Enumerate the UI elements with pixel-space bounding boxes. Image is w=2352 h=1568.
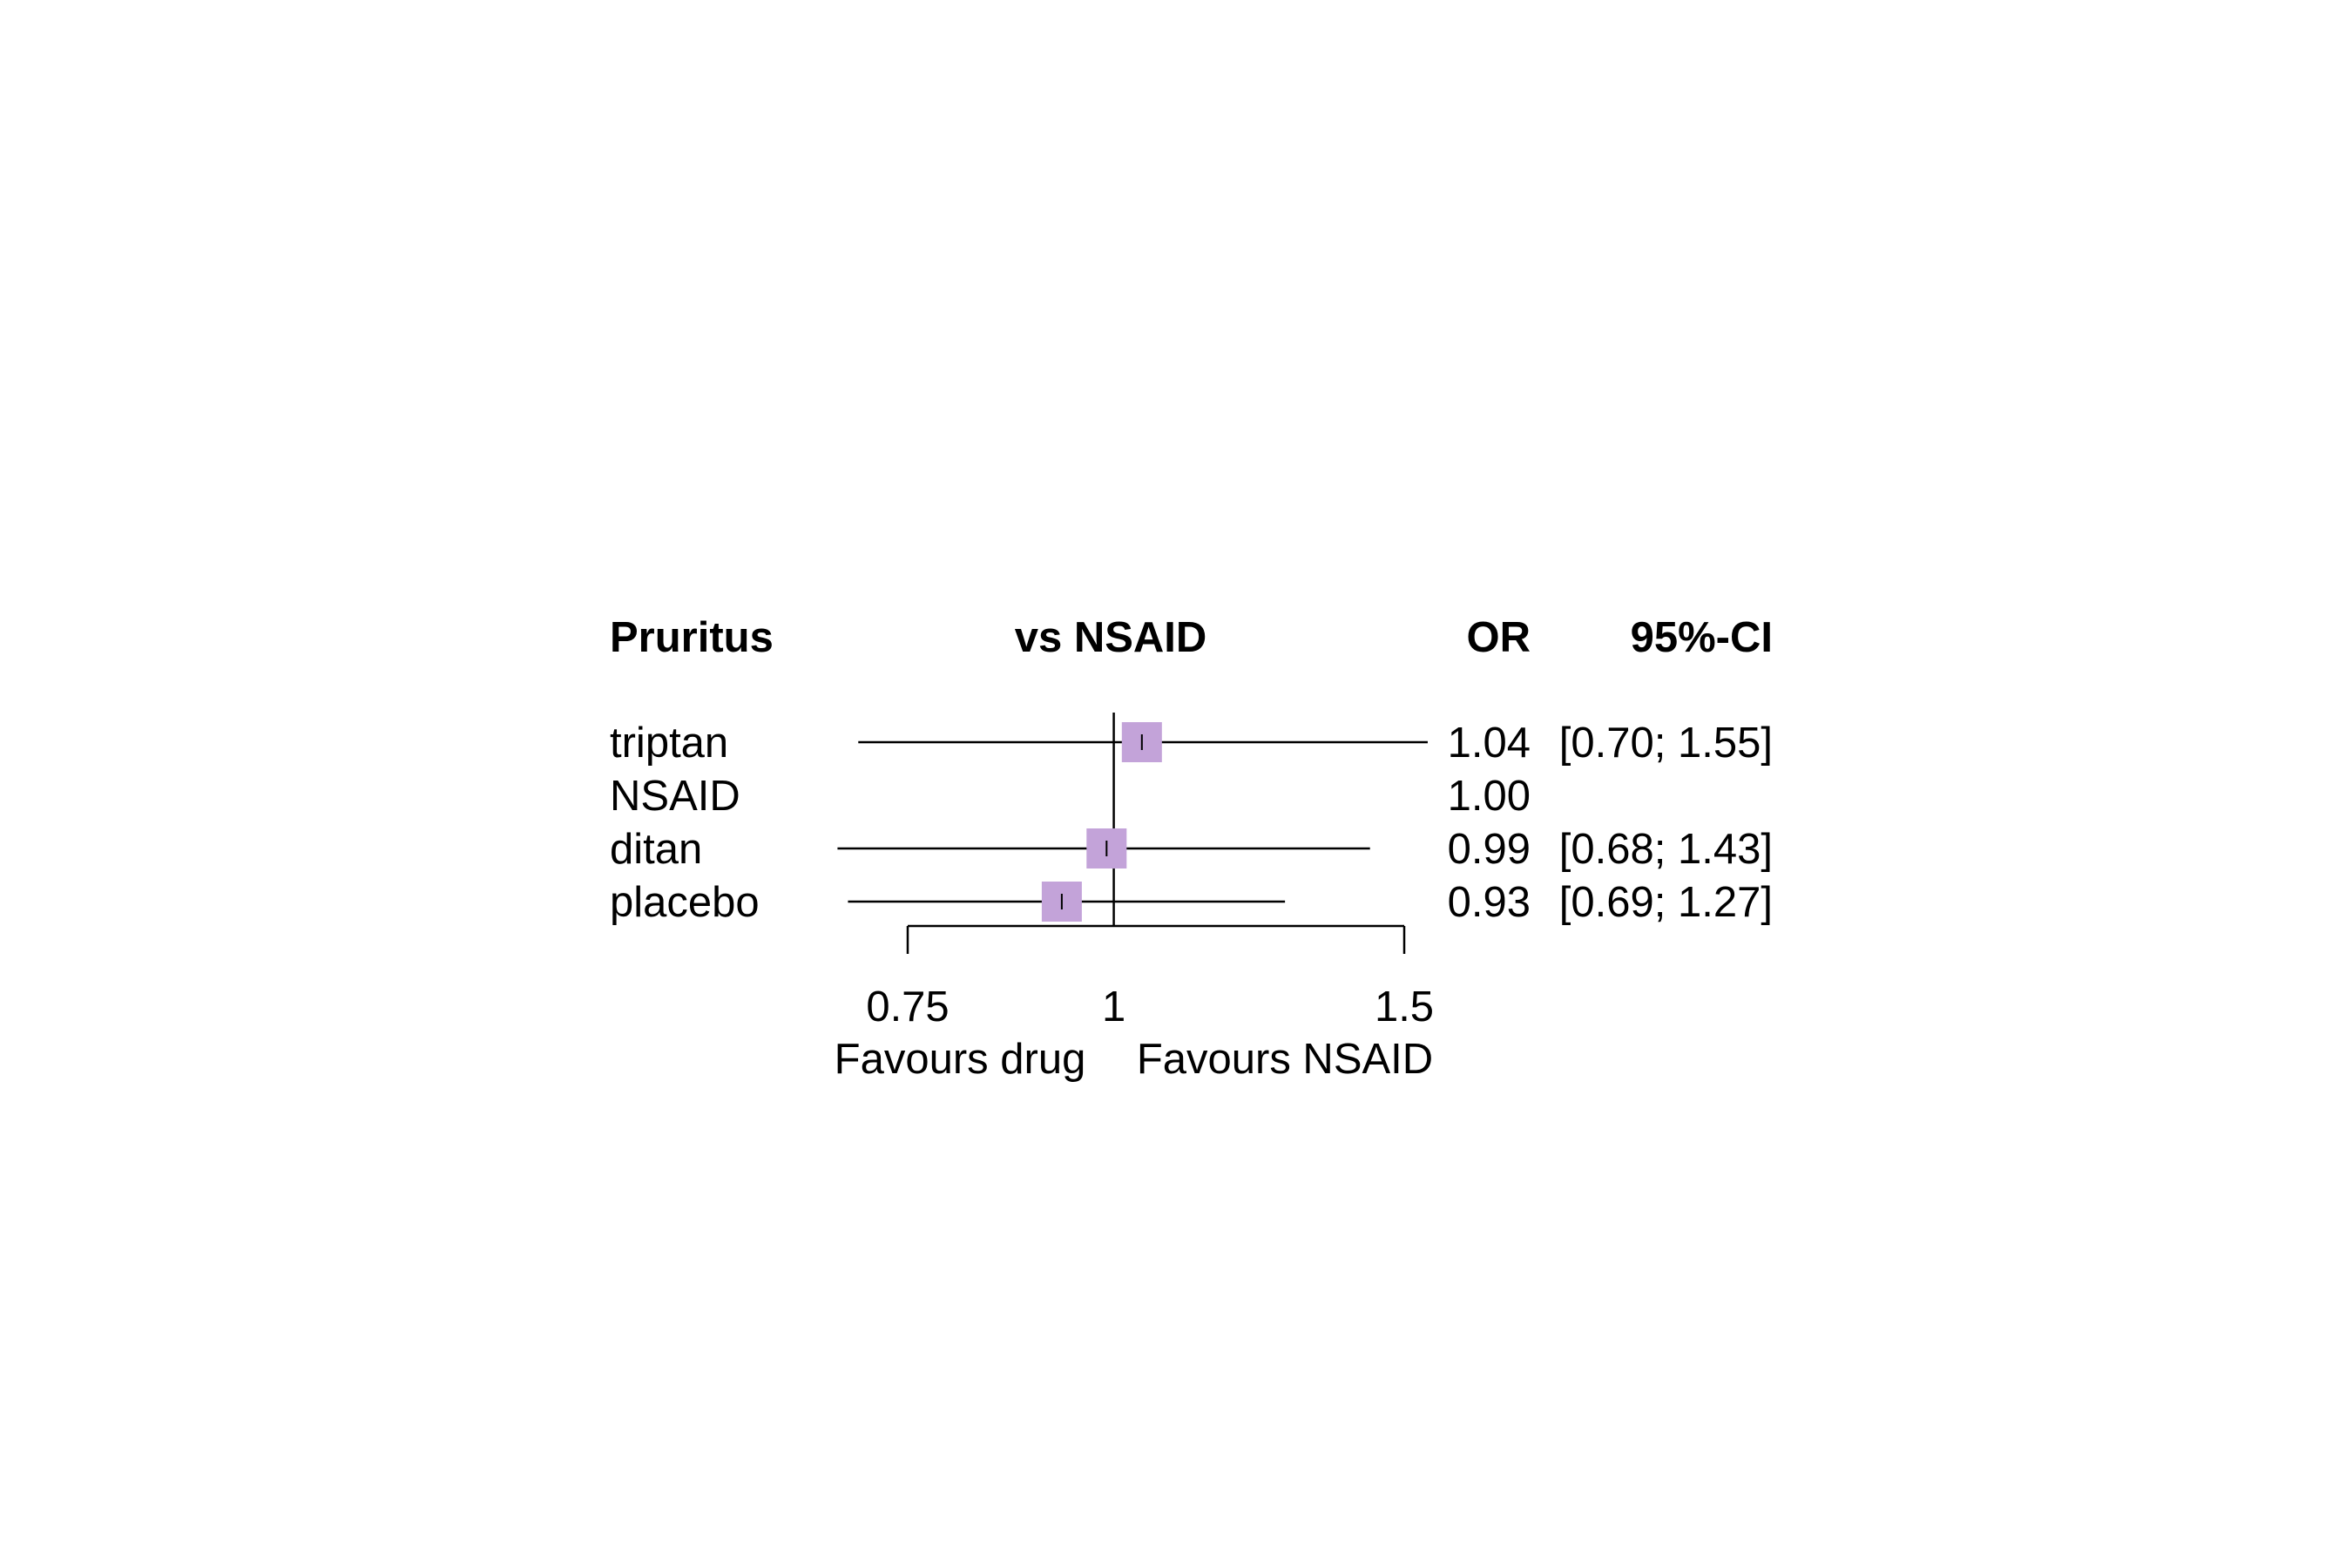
row-triptan-or-value: 1.04	[1448, 720, 1531, 767]
x-tick-label-1: 1	[1102, 983, 1125, 1031]
favours-left-label: Favours drug	[835, 1036, 1086, 1083]
header-label: Pruritus	[610, 614, 774, 661]
row-placebo-or-value: 0.93	[1448, 879, 1531, 926]
row-ditan-or-value: 0.99	[1448, 826, 1531, 873]
row-nsaid-or-value: 1.00	[1448, 773, 1531, 820]
header-ci: 95%-CI	[1631, 614, 1773, 661]
row-placebo-label: placebo	[610, 879, 760, 926]
header-estimate: OR	[1467, 614, 1531, 661]
row-triptan-label: triptan	[610, 720, 728, 767]
row-ditan-ci-value: [0.68; 1.43]	[1559, 826, 1773, 873]
header-comparison: vs NSAID	[1015, 614, 1207, 661]
favours-right-label: Favours NSAID	[1137, 1036, 1433, 1083]
row-ditan-label: ditan	[610, 826, 702, 873]
x-tick-label-0.75: 0.75	[866, 983, 949, 1031]
row-triptan-ci-value: [0.70; 1.55]	[1559, 720, 1773, 767]
row-nsaid-label: NSAID	[610, 773, 740, 820]
row-placebo-ci-value: [0.69; 1.27]	[1559, 879, 1773, 926]
x-tick-label-1.5: 1.5	[1375, 983, 1434, 1031]
